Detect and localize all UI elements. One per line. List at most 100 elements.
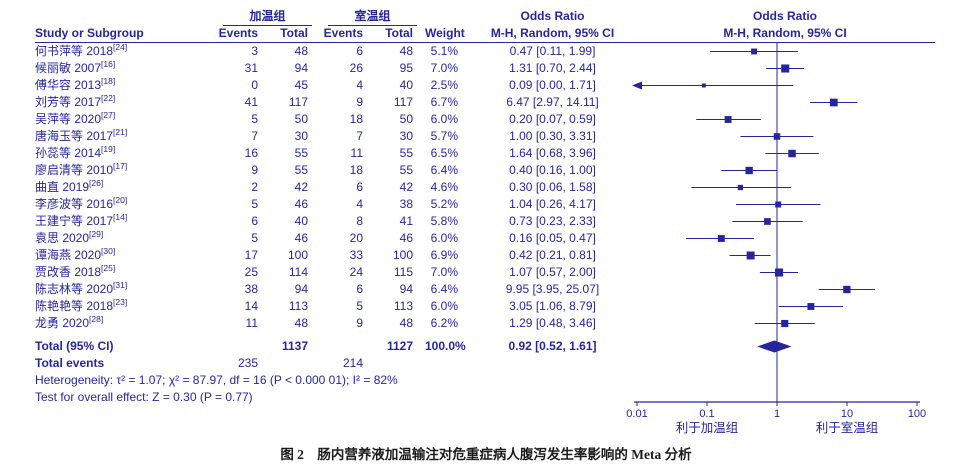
events-warming: 17 xyxy=(244,248,258,262)
study-row: 龙勇 2020[28] 11 48 9 48 6.2% 1.29 [0.48, 3.46] xyxy=(35,315,935,332)
total-room-header: Total xyxy=(385,26,413,40)
or-ci-text: 1.29 [0.48, 3.46] xyxy=(509,316,596,330)
meta-analysis-table: 加温组 室温组 Odds Ratio Odds Ratio Study or S… xyxy=(35,8,935,406)
study-row: 曲直 2019[26] 2 42 6 42 4.6% 0.30 [0.06, 1.58] xyxy=(35,179,935,196)
events-warming: 38 xyxy=(244,282,258,296)
study-name: 候丽敏 2007[16] xyxy=(35,59,116,75)
events-room-header: Events xyxy=(323,26,363,40)
events-room: 24 xyxy=(349,265,363,279)
study-ref: [17] xyxy=(113,161,128,171)
total-warming: 55 xyxy=(294,146,308,160)
total-room: 40 xyxy=(399,78,413,92)
total-warming: 113 xyxy=(288,299,308,313)
study-ref: [24] xyxy=(113,42,128,52)
weight: 6.9% xyxy=(430,248,458,262)
study-name: 龙勇 2020[28] xyxy=(35,314,104,330)
total-room: 48 xyxy=(399,44,413,58)
or-ci-text: 0.40 [0.16, 1.00] xyxy=(509,163,596,177)
axis-tick-label: 1 xyxy=(774,408,780,420)
events-room: 9 xyxy=(356,95,363,109)
total-room-n: 1127 xyxy=(386,339,413,353)
study-ref: [26] xyxy=(89,178,104,188)
weight-header: Weight xyxy=(425,26,465,40)
or-ci-text: 1.04 [0.26, 4.17] xyxy=(509,197,596,211)
events-room: 6 xyxy=(356,44,363,58)
empty-cell xyxy=(320,338,375,355)
events-warming: 3 xyxy=(251,44,258,58)
events-room: 18 xyxy=(349,112,363,126)
total-room: 117 xyxy=(393,95,413,109)
total-warming-n: 1137 xyxy=(281,339,308,353)
events-room: 5 xyxy=(356,299,363,313)
total-or-ci: 0.92 [0.52, 1.61] xyxy=(508,339,597,353)
total-weight: 100.0% xyxy=(425,339,466,353)
study-ref: [16] xyxy=(101,59,116,69)
events-room: 26 xyxy=(349,61,363,75)
weight: 4.6% xyxy=(430,180,458,194)
total-warming: 46 xyxy=(294,197,308,211)
study-rows: 何书萍等 2018[24] 3 48 6 48 5.1% 0.47 [0.11, 1.99]… xyxy=(35,43,935,332)
column-header-row: Study or Subgroup Events Total Events To… xyxy=(35,25,935,43)
events-warming: 11 xyxy=(245,316,258,330)
events-room: 11 xyxy=(350,146,363,160)
total-room: 113 xyxy=(393,299,413,313)
study-row: 何书萍等 2018[24] 3 48 6 48 5.1% 0.47 [0.11, 1.99] xyxy=(35,43,935,60)
total-warming: 40 xyxy=(294,214,308,228)
study-name: 刘芳等 2017[22] xyxy=(35,93,116,109)
total-room: 46 xyxy=(399,231,413,245)
events-room: 4 xyxy=(356,197,363,211)
or-ci-text: 0.73 [0.23, 2.33] xyxy=(509,214,596,228)
or-ci-text: 0.09 [0.00, 1.71] xyxy=(509,78,596,92)
study-row: 李彦波等 2016[20] 5 46 4 38 5.2% 1.04 [0.26, 4.17] xyxy=(35,196,935,213)
overall-effect-text: Test for overall effect: Z = 0.30 (P = 0… xyxy=(35,390,253,404)
axis-tick-label: 10 xyxy=(841,408,853,420)
total-room: 95 xyxy=(399,61,413,75)
study-name: 傅华容 2013[18] xyxy=(35,76,116,92)
or-ci-text: 0.30 [0.06, 1.58] xyxy=(509,180,596,194)
events-warming: 5 xyxy=(251,112,258,126)
favors-right-label: 利于室温组 xyxy=(816,420,879,435)
mh-ci-plot-header: M-H, Random, 95% CI xyxy=(723,26,847,40)
figure-caption: 图 2 肠内营养液加温输注对危重症病人腹泻发生率影响的 Meta 分析 xyxy=(280,447,692,462)
axis-tick-label: 0.1 xyxy=(699,408,714,420)
heterogeneity-text: Heterogeneity: τ² = 1.07; χ² = 87.97, df… xyxy=(35,373,398,387)
empty-cell xyxy=(270,355,320,372)
total-events-room: 214 xyxy=(342,356,363,370)
empty-cell xyxy=(215,338,270,355)
weight: 6.2% xyxy=(430,316,458,330)
total-room: 50 xyxy=(399,112,413,126)
total-room: 94 xyxy=(399,282,413,296)
events-room: 4 xyxy=(356,78,363,92)
study-row: 候丽敏 2007[16] 31 94 26 95 7.0% 1.31 [0.70, 2.44… xyxy=(35,60,935,77)
mh-ci-text-header: M-H, Random, 95% CI xyxy=(490,26,615,40)
total-warming: 55 xyxy=(294,163,308,177)
events-warming: 6 xyxy=(251,214,258,228)
study-name: 曲直 2019[26] xyxy=(35,178,104,194)
events-warming: 2 xyxy=(251,180,258,194)
study-row: 陈艳艳等 2018[23] 14 113 5 113 6.0% 3.05 [1.06, 8.… xyxy=(35,298,935,315)
weight: 2.5% xyxy=(430,78,458,92)
study-row: 傅华容 2013[18] 0 45 4 40 2.5% 0.09 [0.00, 1.71] xyxy=(35,77,935,94)
total-warming: 45 xyxy=(294,78,308,92)
axis-tick-label: 0.01 xyxy=(626,408,647,420)
study-ref: [28] xyxy=(89,314,104,324)
study-name: 李彦波等 2016[20] xyxy=(35,195,128,211)
events-room: 7 xyxy=(356,129,363,143)
total-warming: 48 xyxy=(294,44,308,58)
total-room: 41 xyxy=(399,214,413,228)
weight: 5.2% xyxy=(430,197,458,211)
total-events-warming: 235 xyxy=(237,356,258,370)
study-row: 唐海玉等 2017[21] 7 30 7 30 5.7% 1.00 [0.30, 3.31] xyxy=(35,128,935,145)
weight: 6.7% xyxy=(430,95,458,109)
study-ref: [30] xyxy=(101,246,116,256)
total-warming: 94 xyxy=(294,61,308,75)
study-name: 廖启清等 2010[17] xyxy=(35,161,128,177)
study-name: 吴萍等 2020[27] xyxy=(35,110,116,126)
study-row: 刘芳等 2017[22] 41 117 9 117 6.7% 6.47 [2.97, 14.… xyxy=(35,94,935,111)
total-room: 55 xyxy=(399,146,413,160)
study-row: 谭海燕 2020[30] 17 100 33 100 6.9% 0.42 [0.21, 0.… xyxy=(35,247,935,264)
events-warming: 14 xyxy=(244,299,258,313)
total-label: Total (95% CI) xyxy=(35,339,114,353)
weight: 5.8% xyxy=(430,214,458,228)
total-room: 42 xyxy=(399,180,413,194)
